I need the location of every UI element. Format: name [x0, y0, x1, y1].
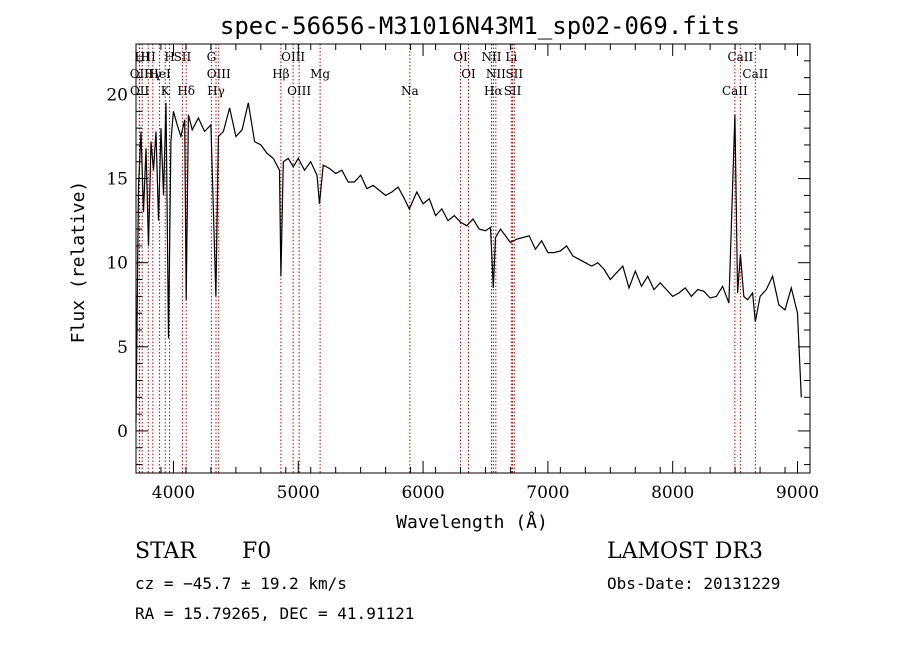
x-tick-label: 8000 — [651, 483, 694, 503]
y-tick-label: 20 — [106, 85, 128, 105]
x-tick-label: 5000 — [277, 483, 320, 503]
spectral-line-label: CaII — [722, 84, 748, 98]
x-axis-ticks: 4000 5000 6000 7000 8000 9000 — [135, 44, 819, 503]
survey-name: LAMOST DR3 — [607, 539, 763, 564]
spectral-line-label: SII — [504, 84, 522, 98]
spectral-line-label: Li — [505, 50, 517, 64]
spectral-line-label: Hβ — [272, 67, 289, 81]
y-tick-label: 10 — [106, 254, 128, 274]
spectral-line-label: OII — [130, 84, 150, 98]
spectral-line-label: OIII — [207, 67, 231, 81]
x-tick-label: 9000 — [776, 483, 819, 503]
spectral-line-label: SII — [174, 50, 192, 64]
object-class: STAR — [135, 539, 196, 564]
observation-date: Obs-Date: 20131229 — [607, 574, 781, 593]
spectral-line-label: Hγ — [207, 84, 225, 98]
spectral-line-markers — [138, 44, 756, 473]
y-axis-ticks: 0 5 10 15 20 — [106, 60, 810, 466]
y-tick-label: 5 — [117, 338, 128, 358]
spectral-line-label: Hγ — [144, 67, 162, 81]
chart-title: spec-56656-M31016N43M1_sp02-069.fits — [220, 12, 740, 40]
spectral-line-label: Mg — [310, 67, 330, 81]
spectral-line-label: CaII — [727, 50, 753, 64]
spectral-line-label: Hα — [484, 84, 503, 98]
spectral-line-labels: HIOIIOIIHIHeIKHHγHδSIIOIIIHγGHβOIIIOIIIM… — [130, 50, 769, 98]
y-tick-label: 15 — [106, 170, 128, 190]
spectral-line-label: OIII — [281, 50, 305, 64]
spectral-line-label: Na — [401, 84, 419, 98]
spectral-line-label: NII — [481, 50, 501, 64]
spectral-line-label: K — [161, 84, 171, 98]
plot-frame — [135, 43, 811, 474]
spectral-line-label: OII — [130, 67, 150, 81]
y-axis-label: Flux (relative) — [68, 181, 89, 344]
spectrum-line — [135, 102, 802, 423]
redshift-value: cz = −45.7 ± 19.2 km/s — [135, 574, 347, 593]
y-tick-label: 0 — [117, 422, 128, 442]
x-axis-label: Wavelength (Å) — [396, 511, 548, 533]
spectral-line-label: OI — [453, 50, 468, 64]
spectral-line-label: HeI — [148, 67, 171, 81]
x-tick-label: 7000 — [526, 483, 569, 503]
spectral-line-label: Hδ — [177, 84, 195, 98]
x-tick-label: 6000 — [401, 483, 444, 503]
spectral-line-label: SII — [505, 67, 523, 81]
spectral-line-label: G — [207, 50, 217, 64]
spectral-line-label: OI — [461, 67, 476, 81]
spectral-line-label: NII — [486, 67, 506, 81]
spectral-line-label: HI — [141, 50, 156, 64]
spectral-line-label: CaII — [742, 67, 768, 81]
x-tick-label: 4000 — [152, 483, 195, 503]
object-subclass: F0 — [242, 539, 272, 564]
spectrum-series — [135, 102, 802, 423]
spectral-line-label: OIII — [287, 84, 311, 98]
spectral-line-label: H — [164, 50, 174, 64]
sky-coordinates: RA = 15.79265, DEC = 41.91121 — [135, 604, 415, 623]
